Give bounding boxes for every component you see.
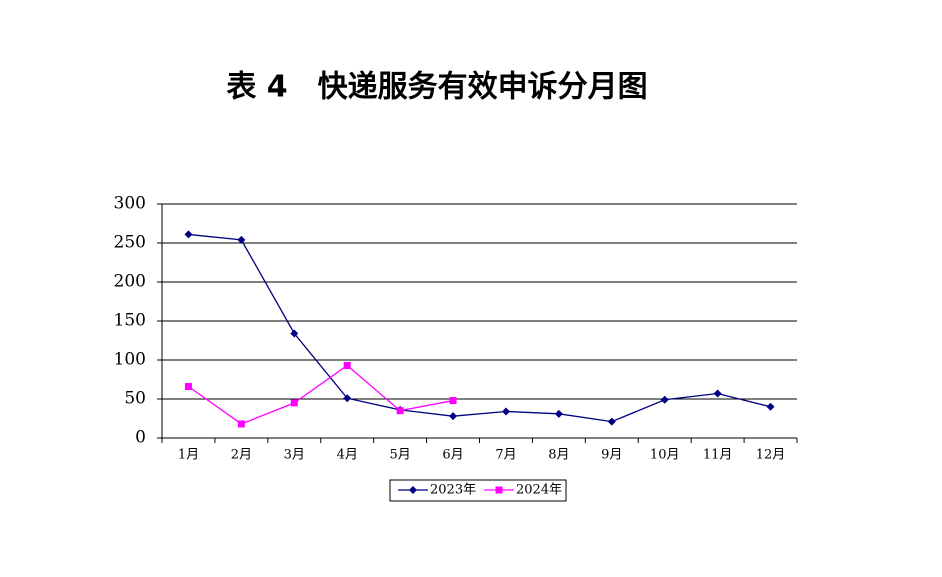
x-tick-label: 5月: [389, 448, 410, 463]
legend-box: [389, 479, 567, 502]
series-line: [188, 233, 771, 423]
y-tick-label: 200: [114, 272, 146, 292]
point: [607, 417, 616, 426]
y-tick-label: 50: [124, 389, 146, 409]
point: [396, 407, 404, 415]
point: [343, 361, 351, 369]
point: [343, 394, 352, 403]
y-tick-label: 0: [135, 428, 146, 448]
legend-marker: [409, 486, 417, 494]
series-line: [188, 364, 454, 425]
point: [290, 399, 298, 407]
y-tick-label: 300: [114, 194, 146, 214]
x-tick-label: 4月: [337, 448, 358, 463]
x-tick-label: 6月: [442, 448, 463, 463]
point: [184, 383, 192, 391]
point: [290, 329, 299, 338]
point: [237, 235, 246, 244]
legend-marker: [495, 486, 503, 494]
x-tick-label: 2月: [231, 448, 252, 463]
point: [449, 412, 458, 421]
legend-label: 2023年: [430, 483, 476, 498]
legend-label: 2024年: [516, 483, 562, 498]
x-tick-label: 11月: [703, 448, 733, 463]
y-tick-label: 100: [114, 350, 146, 370]
x-tick-label: 8月: [548, 448, 569, 463]
point: [713, 389, 722, 398]
chart-title: 表 4 快递服务有效申诉分月图: [226, 70, 647, 105]
point: [660, 395, 669, 404]
y-tick-label: 250: [114, 233, 146, 253]
point: [501, 407, 510, 416]
point: [237, 420, 245, 428]
x-tick-label: 9月: [601, 448, 622, 463]
x-tick-label: 12月: [756, 448, 786, 463]
point: [184, 230, 193, 239]
x-tick-label: 1月: [178, 448, 199, 463]
point: [449, 397, 457, 405]
x-tick-label: 7月: [495, 448, 516, 463]
point: [766, 402, 775, 411]
x-tick-label: 10月: [650, 448, 680, 463]
point: [554, 409, 563, 418]
x-tick-label: 3月: [284, 448, 305, 463]
y-tick-label: 150: [114, 311, 146, 331]
